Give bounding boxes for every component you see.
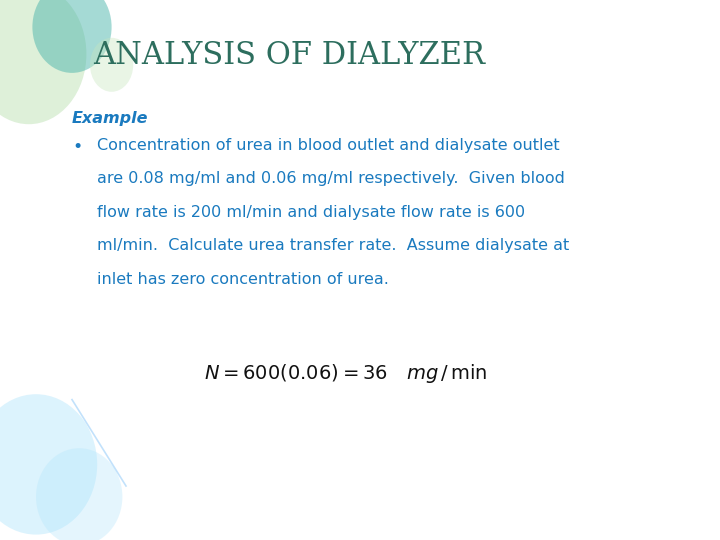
Text: flow rate is 200 ml/min and dialysate flow rate is 600: flow rate is 200 ml/min and dialysate fl…	[97, 205, 526, 220]
Text: $N = 600(0.06) = 36\quad mg\,/\,\mathrm{min}$: $N = 600(0.06) = 36\quad mg\,/\,\mathrm{…	[204, 362, 487, 385]
Ellipse shape	[0, 394, 97, 535]
Ellipse shape	[0, 0, 86, 124]
Text: ANALYSIS OF DIALYZER: ANALYSIS OF DIALYZER	[94, 40, 485, 71]
Ellipse shape	[32, 0, 112, 73]
Text: inlet has zero concentration of urea.: inlet has zero concentration of urea.	[97, 272, 389, 287]
Ellipse shape	[36, 448, 122, 540]
Text: •: •	[72, 138, 82, 156]
Ellipse shape	[90, 38, 133, 92]
Text: Concentration of urea in blood outlet and dialysate outlet: Concentration of urea in blood outlet an…	[97, 138, 560, 153]
Text: are 0.08 mg/ml and 0.06 mg/ml respectively.  Given blood: are 0.08 mg/ml and 0.06 mg/ml respective…	[97, 171, 565, 186]
Text: Example: Example	[72, 111, 148, 126]
Text: ml/min.  Calculate urea transfer rate.  Assume dialysate at: ml/min. Calculate urea transfer rate. As…	[97, 238, 570, 253]
